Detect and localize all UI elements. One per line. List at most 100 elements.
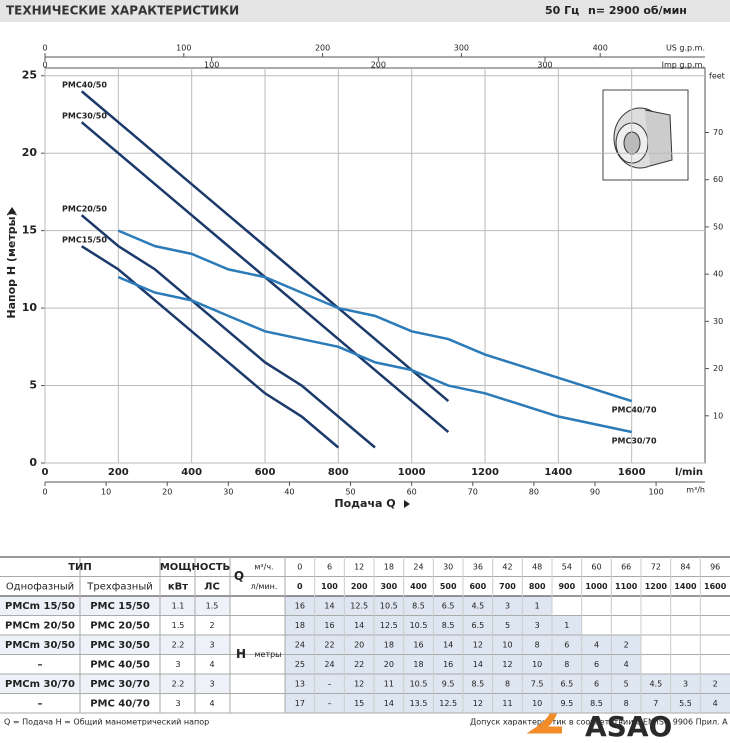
td: 24 [295,640,305,649]
td: 2.2 [172,679,185,688]
curve-label: PMC40/70 [612,406,657,415]
cell-bg [463,654,493,674]
th: МОЩНОСТЬ [160,562,230,573]
td: PMC 15/50 [90,601,150,612]
x-axis-title: Подача Q [334,497,395,510]
q-lmin: 700 [499,582,516,591]
q-m3h: 66 [621,562,631,571]
td: 6 [594,660,599,669]
imp-gpm-tick-label: 300 [537,61,552,70]
td: 5 [505,621,510,630]
td: 24 [324,660,334,669]
q-lmin: 600 [469,582,486,591]
td: 14 [473,660,483,669]
m3h-tick-label: 100 [648,488,663,497]
cell-bg [285,674,315,694]
td: 10 [502,640,512,649]
td: 4 [209,660,214,669]
cell-bg [463,615,493,635]
pump-inset [602,89,689,181]
td: 10.5 [380,601,398,610]
th: ЛС [204,581,220,592]
imp-gpm-tick-label: 100 [204,61,219,70]
cell-bg [492,693,523,713]
th: ТИП [68,562,92,573]
tolerance: Допуск характеристик в соответствии с EN… [470,718,728,727]
td: PMC 20/50 [90,620,150,631]
th: Q [234,569,244,583]
td: 4.5 [471,601,484,610]
cell-bg [374,635,404,655]
cell-bg [522,635,552,655]
cell-bg [403,674,434,694]
cell-bg [552,674,582,694]
td: 3 [175,660,180,669]
m3h-tick-label: 90 [590,488,600,497]
cell-bg [552,615,582,635]
m3h-tick-label: 20 [162,488,172,497]
td: 22 [324,640,334,649]
cell-bg [403,693,434,713]
cell-bg [700,674,730,694]
cell-bg [522,596,552,616]
cell-bg [522,654,552,674]
feet-tick-label: 70 [713,128,723,137]
cell-bg [374,596,404,616]
td: 8.5 [590,699,603,708]
feet-tick-label: 60 [713,175,723,184]
td: 8.5 [412,601,425,610]
td: 16 [295,601,305,610]
cell-bg [552,693,582,713]
td: 3 [535,621,540,630]
cell-bg [492,674,523,694]
cell-bg [374,674,404,694]
th: м³/ч. [254,562,273,571]
type-bg [0,596,230,616]
td: 22 [354,660,364,669]
td: 2 [624,640,629,649]
cell-bg [285,654,315,674]
x-tick-label: 1400 [544,467,572,478]
td: 12.5 [439,699,457,708]
x-tick-label: 800 [328,467,349,478]
curve-label: PMC20/50 [62,205,107,214]
frequency: 50 Гц [545,4,579,17]
td: 6.5 [471,621,484,630]
cell-bg [374,693,404,713]
td: 12 [502,660,512,669]
cell-bg [581,635,612,655]
y-tick-label: 20 [22,146,38,159]
cell-bg [314,615,345,635]
q-lmin: 1600 [704,582,727,591]
cell-bg [314,596,345,616]
x-tick-label: 0 [42,467,49,478]
cell-bg [611,693,641,713]
cell-bg [463,596,493,616]
q-lmin: 400 [410,582,427,591]
y-tick-label: 10 [22,301,38,314]
cell-bg [285,635,315,655]
cell-bg [344,693,374,713]
td: 14 [384,699,394,708]
cell-bg [641,693,671,713]
td: 4.5 [649,679,662,688]
curve [80,214,376,449]
type-bg [0,635,230,655]
m3h-tick-label: 10 [101,488,111,497]
td: 2 [209,621,214,630]
cell-bg [463,693,493,713]
td: 1.5 [206,601,219,610]
td: 18 [384,640,394,649]
q-lmin: 1100 [615,582,638,591]
td: 10.5 [410,679,428,688]
td: 9.5 [560,699,573,708]
imp-gpm-tick-label: 0 [42,61,47,70]
cell-bg [611,654,641,674]
td: 4 [594,640,599,649]
th: кВт [168,581,188,592]
x-arrow [404,500,410,508]
us-gpm-tick-label: 400 [593,44,608,53]
td: PMC 30/70 [90,679,150,690]
y-tick-label: 0 [29,456,37,469]
td: 16 [443,660,453,669]
